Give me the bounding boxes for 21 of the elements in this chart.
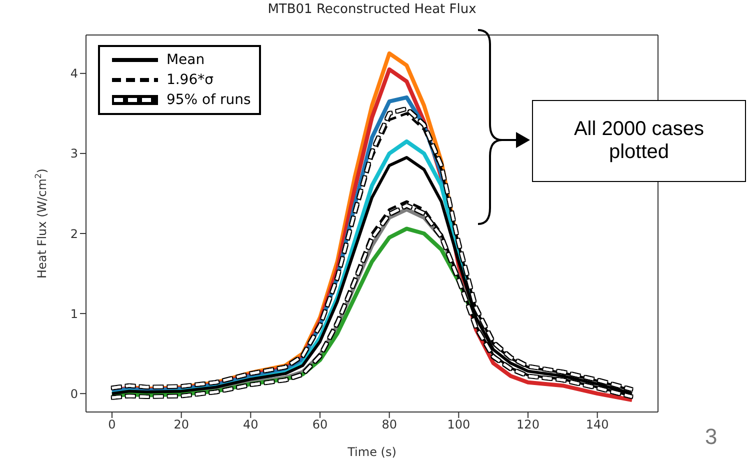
x-tick-label: 40 <box>243 418 258 432</box>
x-tick-label: 120 <box>516 418 540 432</box>
y-tick-label: 3 <box>70 146 78 161</box>
chart-title: MTB01 Reconstructed Heat Flux <box>268 2 476 17</box>
legend-label: 95% of runs <box>166 92 251 108</box>
x-tick-label: 80 <box>382 418 397 432</box>
x-tick-label: 140 <box>586 418 609 432</box>
y-tick-label: 1 <box>70 306 78 321</box>
y-tick-label: 4 <box>70 66 78 81</box>
y-tick-label: 0 <box>70 386 78 401</box>
y-tick-label: 2 <box>70 226 78 241</box>
x-tick-label: 20 <box>174 418 189 432</box>
x-tick-label: 60 <box>312 418 328 432</box>
text: 3 <box>705 424 718 450</box>
legend-label: Mean <box>166 52 205 68</box>
legend-label: 1.96*σ <box>166 72 214 88</box>
x-tick-label: 0 <box>108 418 116 432</box>
x-axis-title: Time (s) <box>346 445 396 459</box>
x-tick-label: 100 <box>447 418 470 432</box>
annotation: All 2000 cases plotted <box>572 118 706 164</box>
callout-box: All 2000 cases plotted <box>532 100 746 182</box>
